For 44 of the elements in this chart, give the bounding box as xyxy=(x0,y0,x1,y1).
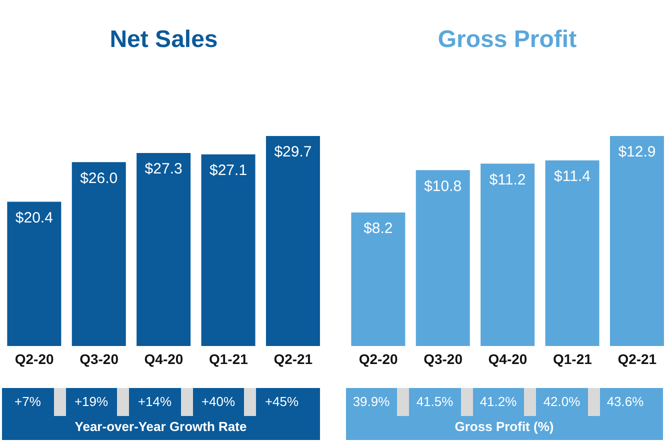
text: Year-over-Year Growth Rate xyxy=(74,419,248,434)
x-tick-label: Q1-21 xyxy=(552,350,592,367)
text: +45% xyxy=(264,394,300,409)
x-tick-label: Q2-20 xyxy=(14,350,54,367)
bar xyxy=(544,160,599,346)
bar xyxy=(266,136,320,346)
x-tick-label: Q2-21 xyxy=(617,350,656,367)
bar xyxy=(350,212,405,346)
data-label: $20.4 xyxy=(15,209,53,226)
text: 41.5% xyxy=(415,394,454,409)
data-label: $29.7 xyxy=(274,144,312,161)
text: +19% xyxy=(73,394,110,409)
x-tick-label: Q4-20 xyxy=(144,350,184,367)
text: 42.0% xyxy=(542,394,582,409)
data-label: $11.4 xyxy=(554,168,590,186)
bar xyxy=(415,170,470,346)
data-label: $8.2 xyxy=(363,220,392,238)
data-label: $10.8 xyxy=(424,178,462,195)
x-tick-label: Q3-20 xyxy=(423,350,462,367)
bar xyxy=(72,162,126,346)
text: +40% xyxy=(200,394,236,409)
bar xyxy=(480,164,534,346)
text: +14% xyxy=(136,394,173,409)
data-label: $26.0 xyxy=(80,170,118,187)
x-tick-label: Q3-20 xyxy=(80,350,119,367)
text: +7% xyxy=(14,394,42,409)
x-tick-label: Q1-21 xyxy=(208,350,248,367)
data-label: $27.3 xyxy=(144,160,182,178)
text: 39.9% xyxy=(352,394,391,409)
text: 41.2% xyxy=(478,394,518,409)
chart-title: Gross Profit xyxy=(436,26,578,54)
text: 43.6% xyxy=(606,394,645,409)
data-label: $11.2 xyxy=(488,171,526,188)
text: Gross Profit (%) xyxy=(454,419,555,434)
bar xyxy=(7,202,62,346)
data-label: $12.9 xyxy=(618,144,656,161)
x-tick-label: Q2-20 xyxy=(358,350,398,367)
data-label: $27.1 xyxy=(210,162,248,180)
bar xyxy=(136,152,191,346)
x-tick-label: Q2-21 xyxy=(274,350,313,367)
bar xyxy=(201,154,256,346)
chart-title: Net Sales xyxy=(108,26,219,54)
x-tick-label: Q4-20 xyxy=(488,350,527,367)
bar xyxy=(609,136,664,346)
